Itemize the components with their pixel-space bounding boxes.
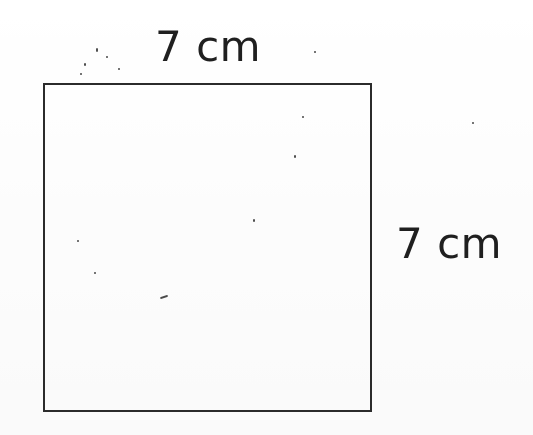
right-side-length-label: 7 cm — [396, 219, 503, 268]
scan-speck — [84, 63, 86, 66]
scan-speck — [77, 240, 79, 242]
scan-speck — [302, 116, 304, 118]
scan-speck — [314, 51, 316, 53]
scan-speck — [106, 56, 108, 58]
top-side-length-label: 7 cm — [155, 22, 262, 71]
scan-speck — [118, 68, 120, 70]
scan-speck — [80, 73, 82, 75]
scan-speck — [96, 48, 98, 52]
square-shape — [43, 83, 372, 412]
scan-speck — [294, 155, 296, 158]
scan-speck — [253, 219, 255, 222]
scan-speck — [472, 122, 474, 124]
scan-speck — [94, 272, 96, 274]
